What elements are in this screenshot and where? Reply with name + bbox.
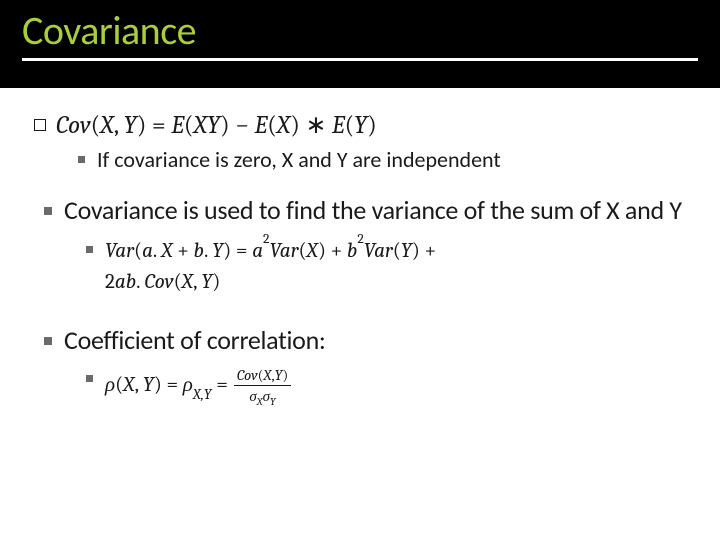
sub-bullet-cov-zero: If covariance is zero, X and Y are indep… xyxy=(78,146,684,173)
hollow-square-bullet-icon xyxy=(34,119,46,131)
title-band: Covariance xyxy=(0,0,720,88)
square-bullet-icon xyxy=(86,375,93,382)
slide: Covariance Cov(X, Y) = E(XY) − E(X) ∗ E(… xyxy=(0,0,720,540)
square-bullet-icon xyxy=(44,207,52,215)
text-cov-usage: Covariance is used to find the variance … xyxy=(64,195,682,226)
square-bullet-icon xyxy=(44,337,52,345)
text-cov-zero-independent: If covariance is zero, X and Y are indep… xyxy=(97,146,501,173)
bullet-cov-usage: Covariance is used to find the variance … xyxy=(44,195,684,226)
fraction-cov-over-sigma: Cov(X,Y) σXσY xyxy=(234,366,291,408)
sub-bullet-var-sum: Var(a. X + b. Y) = a2Var(X) + b2Var(Y) +… xyxy=(86,236,684,299)
content-area: Cov(X, Y) = E(XY) − E(X) ∗ E(Y) If covar… xyxy=(34,110,684,407)
text-coefficient-correlation: Coefficient of correlation: xyxy=(64,325,326,356)
bullet-covariance-definition: Cov(X, Y) = E(XY) − E(X) ∗ E(Y) xyxy=(34,110,684,140)
equation-rho: ρ(X, Y) = ρX,Y = Cov(X,Y) σXσY xyxy=(105,365,291,407)
square-bullet-icon xyxy=(78,156,85,163)
equation-cov-definition: Cov(X, Y) = E(XY) − E(X) ∗ E(Y) xyxy=(56,110,377,140)
slide-title: Covariance xyxy=(22,6,196,55)
equation-var-sum: Var(a. X + b. Y) = a2Var(X) + b2Var(Y) +… xyxy=(105,236,436,299)
bullet-correlation: Coefficient of correlation: xyxy=(44,325,684,356)
sub-bullet-rho: ρ(X, Y) = ρX,Y = Cov(X,Y) σXσY xyxy=(86,365,684,407)
square-bullet-icon xyxy=(86,246,93,253)
title-underline xyxy=(22,58,698,61)
